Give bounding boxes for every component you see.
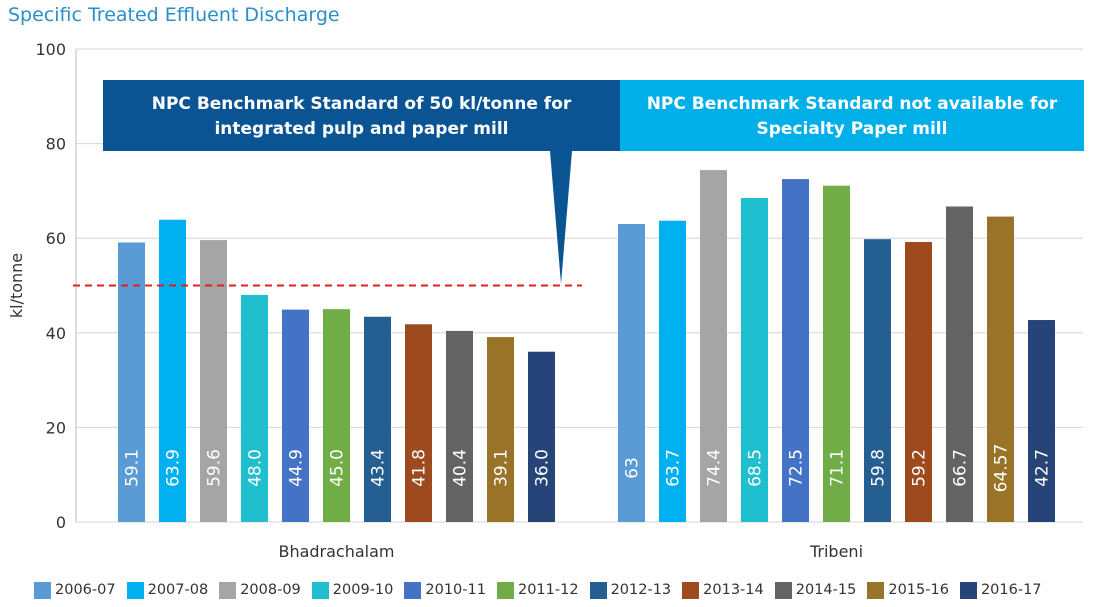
- legend-label: 2011-12: [517, 582, 579, 598]
- legend-swatch: [682, 581, 700, 599]
- data-label: 74.4: [705, 449, 725, 487]
- data-label: 45.0: [328, 449, 348, 487]
- legend-swatch: [311, 581, 329, 599]
- data-label: 44.9: [287, 449, 307, 487]
- annotation-pointer: [550, 151, 572, 284]
- y-tick-label: 20: [46, 418, 66, 437]
- annotation-text: Specialty Paper mill: [757, 119, 948, 139]
- legend-swatch: [404, 581, 422, 599]
- data-label: 59.2: [910, 449, 930, 487]
- y-tick-label: 80: [46, 135, 66, 154]
- data-label: 63.7: [664, 449, 684, 487]
- data-label: 72.5: [787, 449, 807, 487]
- legend-swatch: [34, 581, 51, 599]
- data-label: 63.9: [164, 449, 184, 487]
- bar: [700, 170, 727, 522]
- legend-item: 2008-09: [219, 581, 301, 599]
- legend-swatch: [219, 581, 237, 599]
- bar: [618, 224, 645, 522]
- bar: [487, 337, 514, 522]
- bar: [741, 197, 768, 522]
- legend-label: 2016-17: [980, 582, 1042, 598]
- legend-label: 2014-15: [795, 582, 857, 598]
- legend-label: 2006-07: [55, 582, 116, 598]
- bar: [446, 330, 473, 522]
- bar: [1028, 320, 1055, 522]
- data-label: 59.6: [205, 449, 225, 487]
- bar: [323, 309, 350, 522]
- legend-label: 2010-11: [425, 582, 486, 598]
- data-label: 39.1: [492, 449, 512, 487]
- bar: [200, 240, 227, 523]
- data-label: 66.7: [951, 449, 971, 487]
- legend-item: 2007-08: [126, 581, 209, 599]
- legend-item: 2011-12: [496, 581, 579, 599]
- bar: [905, 241, 932, 522]
- annotation-box: [103, 80, 620, 151]
- legend-item: 2006-07: [34, 581, 116, 599]
- x-category-label: Bhadrachalam: [278, 542, 394, 561]
- data-label: 59.1: [123, 449, 143, 487]
- data-label: 71.1: [828, 449, 848, 487]
- bar: [241, 294, 268, 522]
- x-category-label: Tribeni: [809, 542, 863, 561]
- bar: [118, 242, 145, 522]
- data-label: 68.5: [746, 449, 766, 487]
- legend-item: 2009-10: [311, 581, 394, 599]
- bar: [364, 316, 391, 522]
- annotation-box: [620, 80, 1084, 151]
- data-label: 48.0: [246, 449, 266, 487]
- legend-label: 2009-10: [332, 582, 394, 598]
- legend-item: 2010-11: [404, 581, 486, 599]
- bar: [159, 219, 186, 523]
- data-label: 64.57: [992, 444, 1012, 493]
- bar: [946, 206, 973, 522]
- bar: [864, 239, 891, 522]
- data-label: 43.4: [369, 449, 389, 487]
- data-label: 59.8: [869, 449, 889, 487]
- legend-item: 2012-13: [589, 581, 672, 599]
- annotation-text: NPC Benchmark Standard of 50 kl/tonne fo…: [152, 94, 572, 114]
- bar: [528, 351, 555, 522]
- annotation-text: integrated pulp and paper mill: [214, 119, 508, 139]
- legend-label: 2015-16: [888, 582, 949, 598]
- data-label: 36.0: [533, 449, 553, 487]
- bar: [405, 324, 432, 522]
- chart-title: Specific Treated Effluent Discharge: [8, 4, 340, 26]
- legend-swatch: [867, 581, 885, 599]
- y-tick-label: 100: [35, 40, 66, 59]
- annotation-text: NPC Benchmark Standard not available for: [647, 94, 1058, 114]
- legend-swatch: [126, 581, 144, 599]
- legend-swatch: [959, 581, 977, 599]
- legend-swatch: [589, 581, 607, 599]
- legend-label: 2012-13: [610, 582, 672, 598]
- data-label: 40.4: [451, 449, 471, 487]
- y-tick-label: 60: [46, 229, 66, 248]
- legend-label: 2007-08: [147, 582, 209, 598]
- bar: [659, 220, 686, 522]
- data-label: 42.7: [1033, 449, 1053, 487]
- y-tick-label: 0: [56, 513, 66, 532]
- legend-swatch: [774, 581, 792, 599]
- bar: [782, 179, 809, 522]
- bar: [823, 185, 850, 522]
- chart-legend: 2006-07 2007-08 2008-09 2009-10 2010-11 2011-…: [34, 580, 1053, 600]
- data-label: 41.8: [410, 449, 430, 487]
- bar: [282, 309, 309, 522]
- bar: [987, 216, 1014, 522]
- legend-item: 2014-15: [774, 581, 857, 599]
- legend-swatch: [496, 581, 514, 599]
- legend-item: 2015-16: [867, 581, 949, 599]
- legend-label: 2013-14: [703, 582, 764, 598]
- legend-item: 2016-17: [959, 581, 1042, 599]
- legend-item: 2013-14: [682, 581, 764, 599]
- y-axis-title: kl/tonne: [7, 253, 26, 318]
- y-tick-label: 40: [46, 324, 66, 343]
- data-label: 63: [623, 457, 643, 479]
- legend-label: 2008-09: [240, 582, 301, 598]
